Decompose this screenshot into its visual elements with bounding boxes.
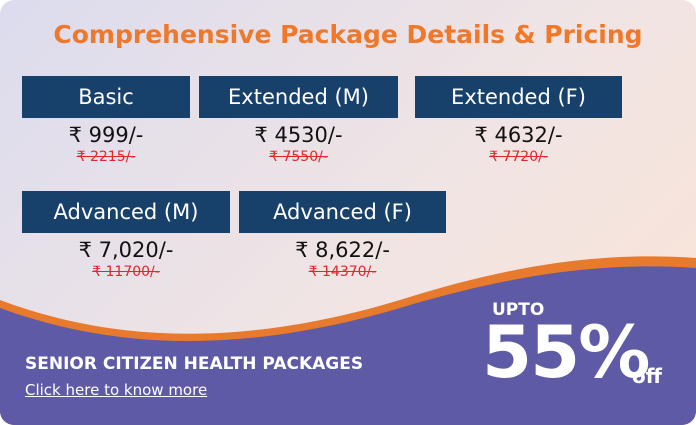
package-name[interactable]: Basic: [22, 76, 190, 118]
package-old-price: ₹ 7720/-: [489, 149, 548, 165]
discount-value: 55%: [482, 310, 650, 394]
discount-prefix: UPTO: [492, 300, 545, 320]
discount-suffix: off: [632, 364, 662, 388]
package-price: ₹ 999/-: [68, 123, 144, 147]
package-old-price: ₹ 11700/-: [92, 264, 160, 280]
banner-title: SENIOR CITIZEN HEALTH PACKAGES: [25, 354, 364, 374]
package-price: ₹ 7,020/-: [78, 238, 174, 262]
know-more-link[interactable]: Click here to know more: [25, 381, 208, 399]
package-name[interactable]: Extended (F): [415, 76, 622, 118]
package-old-price: ₹ 2215/-: [76, 149, 136, 165]
package-price: ₹ 4632/-: [474, 123, 563, 147]
package-price: ₹ 4530/-: [254, 123, 343, 147]
package-name[interactable]: Advanced (F): [239, 191, 446, 233]
package-old-price: ₹ 7550/-: [269, 149, 328, 165]
title: Comprehensive Package Details & Pricing: [53, 20, 643, 49]
package-old-price: ₹ 14370/-: [308, 264, 377, 280]
package-name[interactable]: Advanced (M): [22, 191, 230, 233]
package-price: ₹ 8,622/-: [295, 238, 390, 262]
package-name[interactable]: Extended (M): [199, 76, 398, 118]
